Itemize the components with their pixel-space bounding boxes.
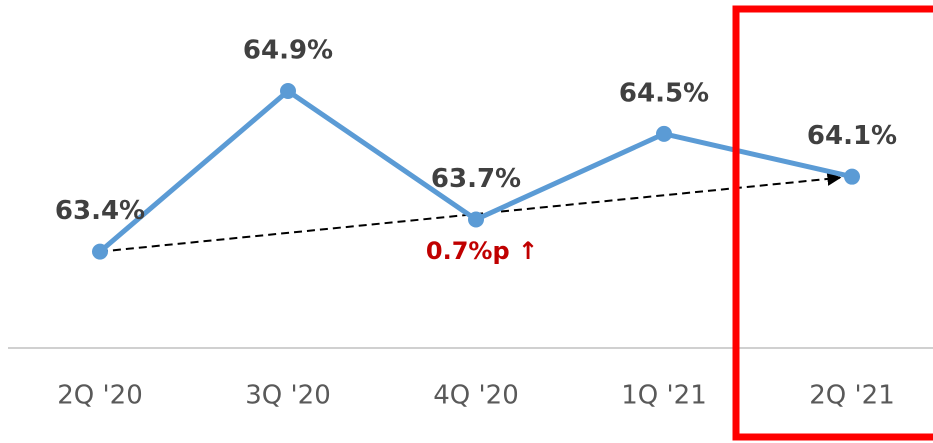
- x-tick-label: 1Q '21: [621, 381, 707, 411]
- highlight-box: [732, 5, 933, 441]
- value-label: 64.1%: [807, 121, 897, 151]
- annotation: 0.7%p ↑: [426, 237, 538, 265]
- x-tick-label: 3Q '20: [245, 381, 331, 411]
- point: [656, 125, 672, 142]
- point: [92, 243, 108, 260]
- point: [280, 83, 296, 100]
- point: [844, 168, 860, 185]
- value-label: 64.5%: [619, 78, 709, 108]
- value-label: 63.4%: [55, 196, 145, 226]
- point: [468, 211, 484, 228]
- x-tick-label: 2Q '20: [57, 381, 143, 411]
- x-tick-label: 2Q '21: [809, 381, 895, 411]
- value-label: 64.9%: [243, 36, 333, 66]
- value-label: 63.7%: [431, 164, 521, 194]
- x-tick-label: 4Q '20: [433, 381, 519, 411]
